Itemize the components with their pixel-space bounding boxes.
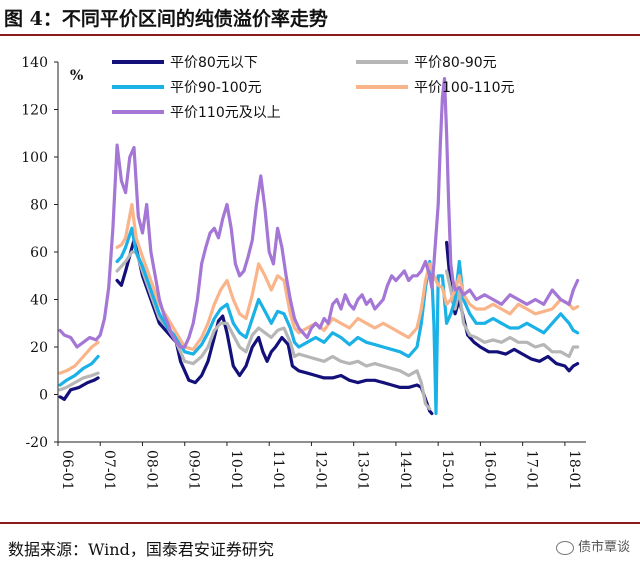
watermark: 债市覃谈: [555, 536, 630, 555]
series-line-3: [58, 202, 580, 375]
y-tick-label: 40: [30, 293, 48, 309]
x-tick-label: 14-01: [397, 450, 413, 490]
line-chart: -20 0 20 40 60 80 100 120 140% 06-01 07-01 08-01 09-…: [21, 55, 586, 490]
x-tick-label: 15-01: [439, 450, 455, 490]
unit-label: %: [70, 68, 83, 84]
axes: -20 0 20 40 60 80 100 120 140% 06-01 07-01 08-01 09-…: [21, 55, 586, 490]
series-line-1: [58, 250, 580, 411]
x-tick-label: 16-01: [481, 450, 497, 490]
legend-label-4: 平价110元及以上: [170, 105, 281, 121]
y-tick-label: 20: [30, 340, 48, 356]
watermark-text: 债市覃谈: [577, 540, 630, 555]
series-line-4: [58, 77, 580, 349]
x-tick-label: 10-01: [228, 450, 244, 490]
x-tick-label: 07-01: [101, 450, 117, 490]
wechat-icon: [555, 540, 574, 555]
x-tick-label: 18-01: [566, 450, 582, 490]
x-tick-label: 09-01: [186, 450, 202, 490]
x-tick-label: 13-01: [355, 450, 371, 490]
x-tick-label: 12-01: [312, 450, 328, 490]
title-bar: 图 4：不同平价区间的纯债溢价率走势: [0, 0, 640, 36]
series-layer: [58, 77, 580, 416]
y-tick-label: -20: [25, 435, 48, 451]
footer: 数据来源：Wind，国泰君安证券研究 债市覃谈: [0, 522, 640, 568]
y-tick-label: 140: [21, 55, 48, 71]
y-tick-label: 0: [39, 388, 48, 404]
legend-label-3: 平价100-110元: [414, 80, 515, 96]
y-tick-label: 100: [21, 150, 48, 166]
y-tick-label: 80: [30, 198, 48, 214]
y-tick-label: 60: [30, 245, 48, 261]
chart-title: 图 4：不同平价区间的纯债溢价率走势: [4, 8, 328, 30]
legend-label-2: 平价90-100元: [170, 80, 262, 96]
source-note: 数据来源：Wind，国泰君安证券研究: [8, 540, 274, 559]
series-line-2: [58, 226, 580, 416]
legend-label-1: 平价80-90元: [414, 55, 497, 71]
x-tick-label: 06-01: [59, 450, 75, 490]
legend-label-0: 平价80元以下: [170, 55, 258, 71]
x-tick-label: 17-01: [524, 450, 540, 490]
x-tick-label: 11-01: [270, 450, 286, 490]
y-tick-label: 120: [21, 103, 48, 119]
x-tick-label: 08-01: [143, 450, 159, 490]
